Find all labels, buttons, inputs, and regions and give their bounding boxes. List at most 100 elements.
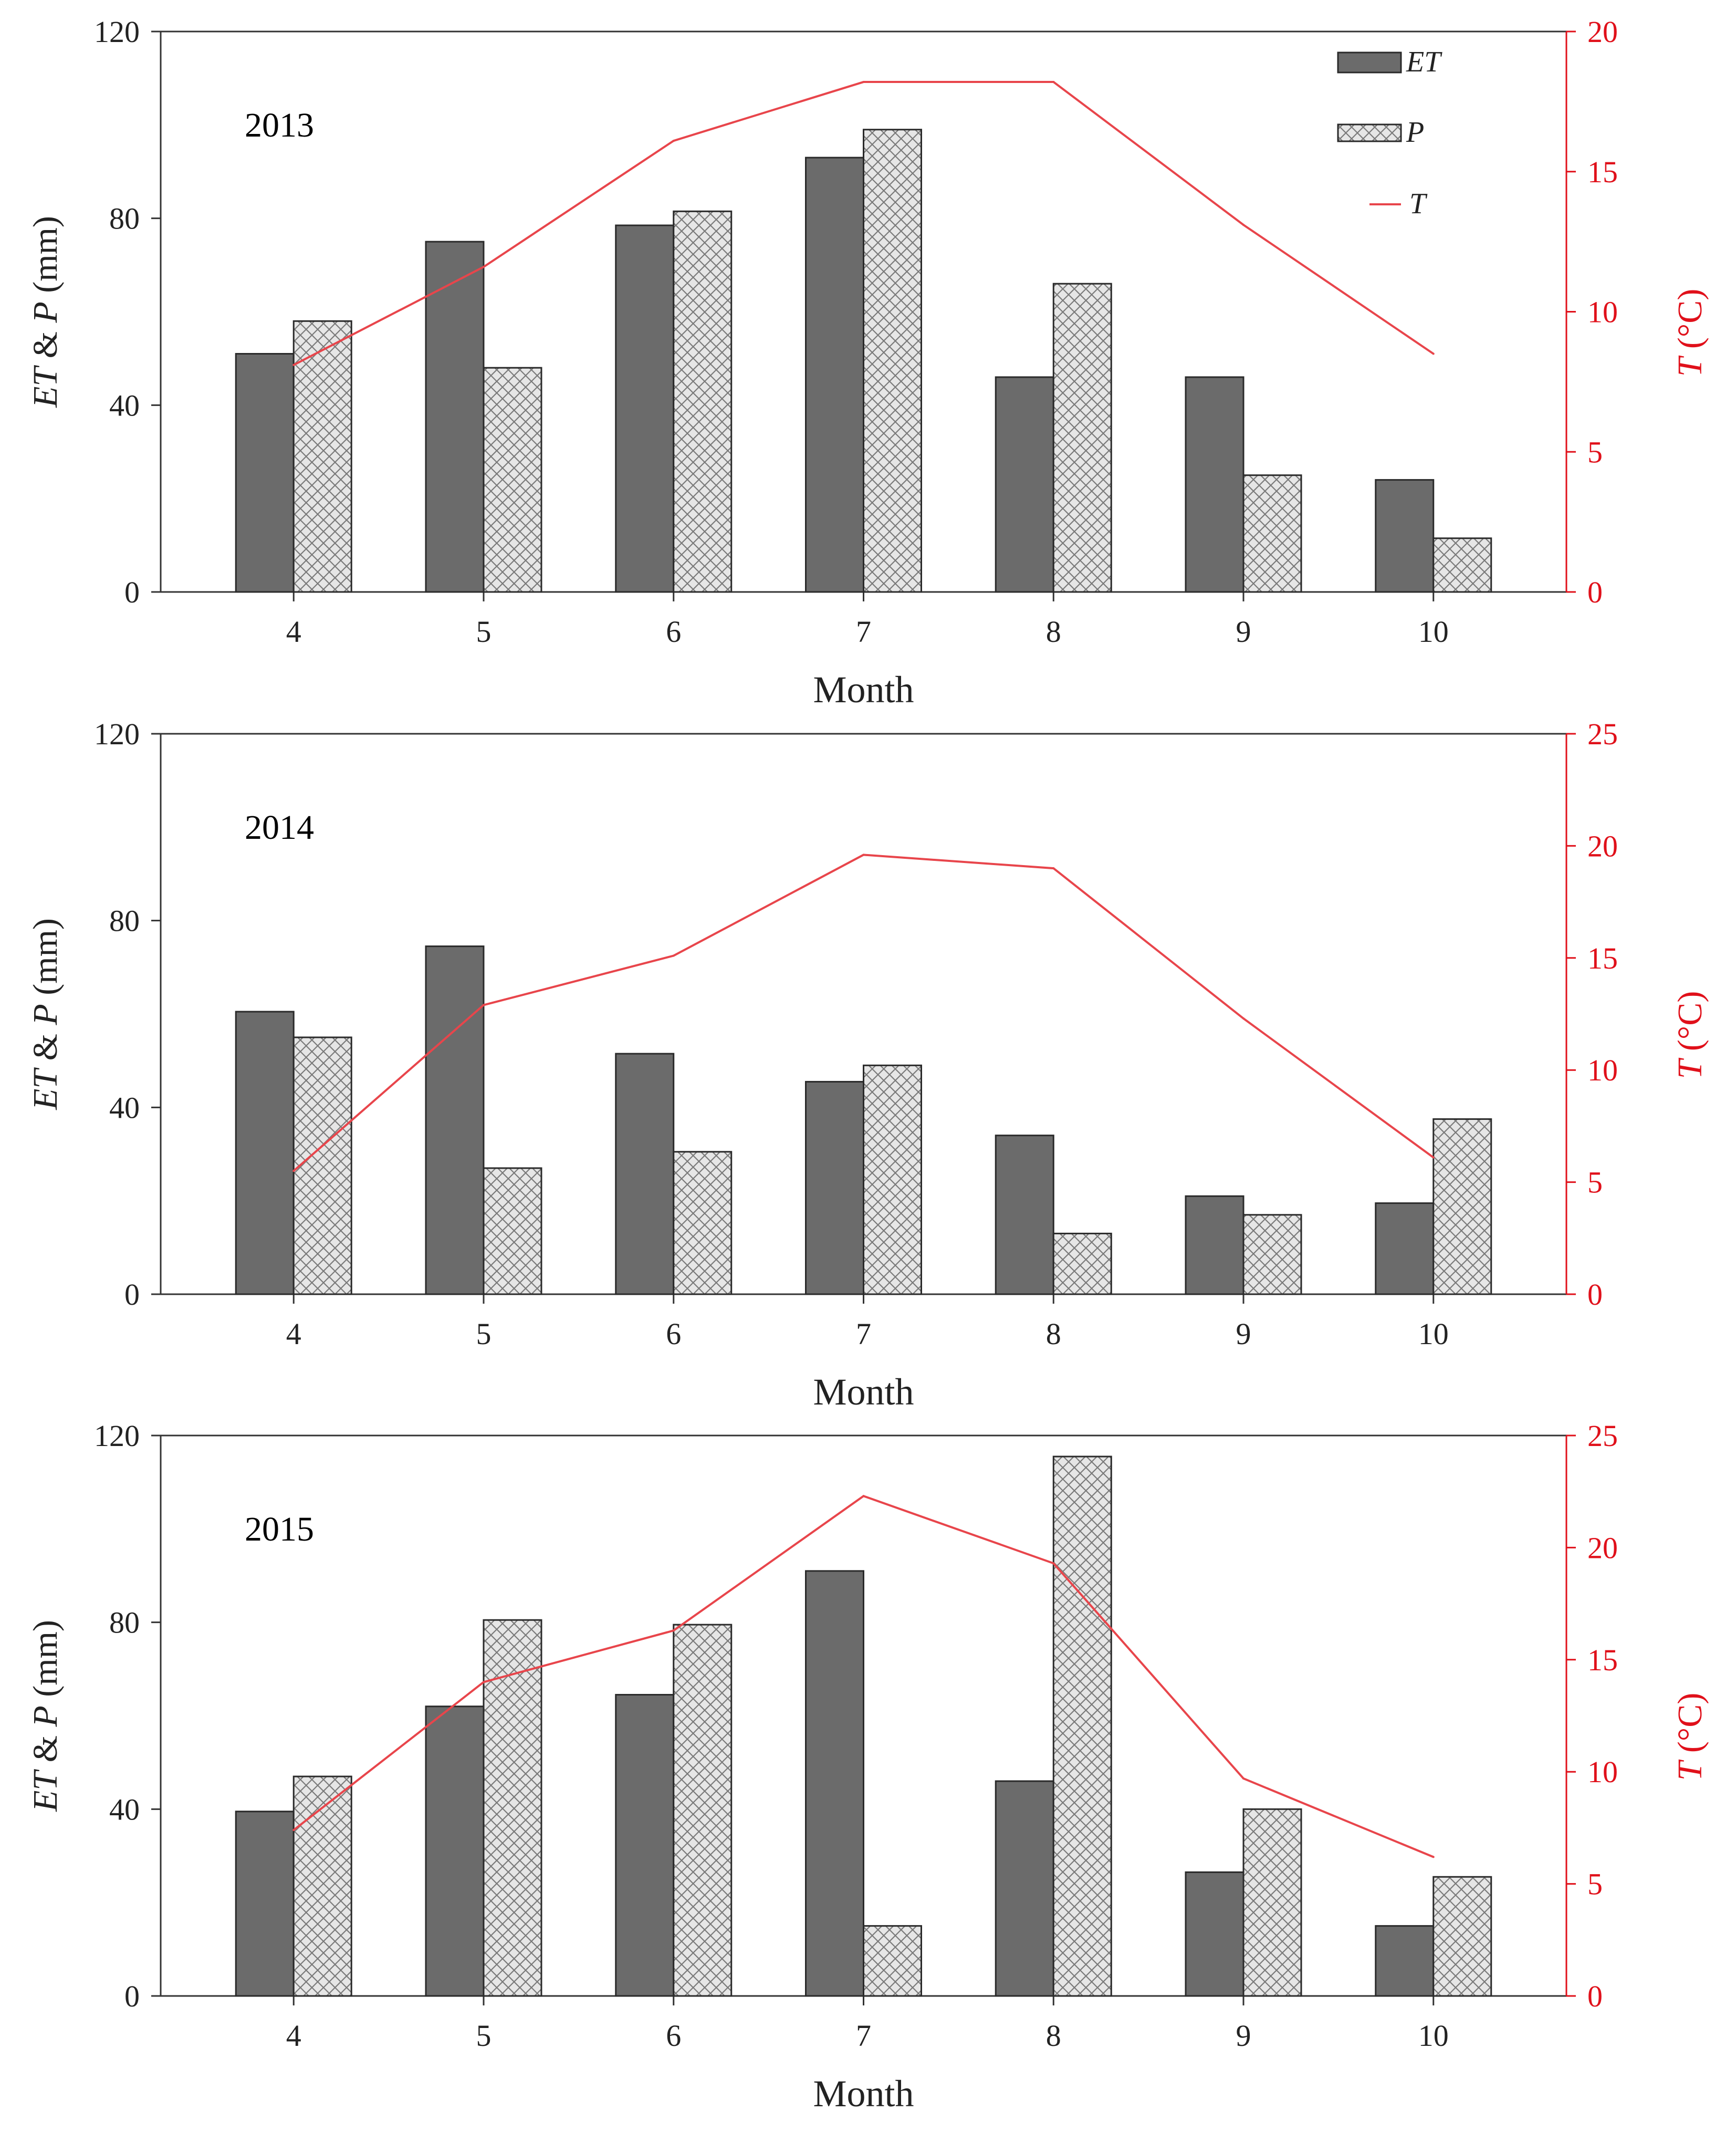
year-label: 2015 — [245, 1510, 314, 1548]
bar-et-month-6 — [615, 1053, 675, 1295]
t-point-month-7 — [862, 854, 865, 856]
bar-et-month-9 — [1185, 376, 1245, 593]
right-tick-label: 25 — [1587, 717, 1618, 751]
x-tick-label: 10 — [1418, 615, 1449, 649]
bar-et-month-9 — [1185, 1871, 1245, 1997]
x-tick-label: 7 — [856, 2019, 871, 2053]
x-tick-label: 8 — [1046, 1317, 1061, 1351]
legend-swatch-p — [1337, 123, 1402, 142]
bar-p-month-9 — [1242, 1808, 1302, 1997]
bar-et-month-5 — [425, 945, 485, 1295]
t-point-month-6 — [672, 1629, 675, 1632]
right-tick-label: 15 — [1587, 941, 1618, 975]
bar-et-month-8 — [995, 376, 1054, 593]
t-point-month-4 — [292, 1170, 295, 1172]
t-point-month-5 — [482, 1004, 485, 1006]
chart-panel-2015: 0 40 80 120 0 5 10 15 20 25 4 5 6 7 8 9 10 2015 Month ET & … — [26, 1419, 1709, 2115]
t-point-month-10 — [1432, 1156, 1435, 1159]
bar-p-month-4 — [292, 1036, 352, 1295]
right-tick-label: 15 — [1587, 155, 1618, 189]
legend-label-et: ET — [1406, 46, 1442, 78]
x-tick-label: 6 — [666, 2019, 681, 2053]
x-tick-label: 4 — [286, 2019, 301, 2053]
bar-et-month-5 — [425, 1705, 485, 1997]
right-tick-label: 20 — [1587, 1531, 1618, 1565]
right-tick-label: 5 — [1587, 1867, 1603, 1901]
right-tick-label: 0 — [1587, 575, 1603, 609]
x-axis-label: Month — [813, 669, 914, 711]
bar-p-month-7 — [863, 1925, 922, 1997]
t-point-month-7 — [862, 81, 865, 84]
bar-et-month-8 — [995, 1780, 1054, 1997]
x-tick-label: 5 — [476, 615, 491, 649]
t-point-month-9 — [1242, 1017, 1245, 1020]
t-point-month-10 — [1432, 352, 1435, 355]
x-tick-label: 6 — [666, 615, 681, 649]
x-tick-label: 4 — [286, 1317, 301, 1351]
left-tick-label: 120 — [94, 15, 140, 49]
right-tick-label: 5 — [1587, 1166, 1603, 1200]
t-point-month-8 — [1052, 1562, 1055, 1565]
right-tick-label: 0 — [1587, 1277, 1603, 1312]
bar-p-month-8 — [1052, 1455, 1112, 1997]
x-tick-label: 10 — [1418, 1317, 1449, 1351]
t-point-month-9 — [1242, 224, 1245, 226]
x-tick-label: 7 — [856, 1317, 871, 1351]
chart-panel-2014: 0 40 80 120 0 5 10 15 20 25 4 5 6 7 8 9 10 2014 Month ET & … — [26, 717, 1709, 1413]
bar-et-month-7 — [805, 1570, 864, 1997]
right-tick-label: 5 — [1587, 435, 1603, 469]
left-tick-label: 0 — [124, 1277, 140, 1312]
bar-et-month-9 — [1185, 1195, 1245, 1295]
bar-et-month-4 — [235, 1011, 295, 1295]
bar-et-month-5 — [425, 241, 485, 593]
right-tick-label: 0 — [1587, 1979, 1603, 2013]
right-tick-label: 15 — [1587, 1643, 1618, 1677]
y-axis-label-left: ET & P (mm) — [26, 216, 65, 408]
t-point-month-6 — [672, 140, 675, 142]
t-point-month-6 — [672, 954, 675, 957]
y-axis-label-left: ET & P (mm) — [26, 1620, 65, 1812]
x-tick-label: 6 — [666, 1317, 681, 1351]
bar-et-month-7 — [805, 1080, 864, 1295]
year-label: 2013 — [245, 106, 314, 144]
bar-et-month-4 — [235, 353, 295, 593]
x-tick-label: 5 — [476, 2019, 491, 2053]
t-point-month-5 — [482, 1681, 485, 1683]
bar-et-month-6 — [615, 1693, 675, 1997]
left-tick-label: 80 — [109, 202, 140, 236]
right-tick-label: 10 — [1587, 1053, 1618, 1087]
bar-p-month-10 — [1432, 1118, 1492, 1295]
legend-label-t: T — [1409, 188, 1428, 220]
bar-p-month-9 — [1242, 474, 1302, 593]
x-tick-label: 9 — [1236, 2019, 1251, 2053]
x-axis-label: Month — [813, 2073, 914, 2115]
x-tick-label: 4 — [286, 615, 301, 649]
right-tick-label: 20 — [1587, 829, 1618, 863]
bar-p-month-5 — [483, 1167, 542, 1295]
x-tick-label: 9 — [1236, 615, 1251, 649]
t-point-month-7 — [862, 1495, 865, 1497]
t-point-month-5 — [482, 266, 485, 268]
legend-label-p: P — [1406, 116, 1424, 149]
bar-et-month-7 — [805, 157, 864, 593]
left-tick-label: 40 — [109, 388, 140, 422]
left-tick-label: 120 — [94, 717, 140, 751]
x-tick-label: 5 — [476, 1317, 491, 1351]
x-tick-label: 8 — [1046, 615, 1061, 649]
bar-et-month-8 — [995, 1135, 1054, 1295]
bar-et-month-6 — [615, 224, 675, 593]
y-axis-label-right: T (°C) — [1671, 289, 1709, 377]
left-tick-label: 120 — [94, 1419, 140, 1453]
bar-p-month-10 — [1432, 537, 1492, 593]
left-tick-label: 40 — [109, 1090, 140, 1125]
bar-p-month-7 — [863, 129, 922, 593]
right-tick-label: 10 — [1587, 1755, 1618, 1789]
bar-et-month-4 — [235, 1811, 295, 1997]
bar-et-month-10 — [1375, 479, 1435, 593]
y-axis-label-left: ET & P (mm) — [26, 918, 65, 1110]
t-point-month-4 — [292, 1829, 295, 1832]
t-point-month-4 — [292, 363, 295, 366]
chart-panel-2013: 0 40 80 120 0 5 10 15 20 4 5 6 7 8 9 10 2013 Month ET & P … — [26, 15, 1709, 711]
legend: ET P T — [1337, 46, 1442, 220]
